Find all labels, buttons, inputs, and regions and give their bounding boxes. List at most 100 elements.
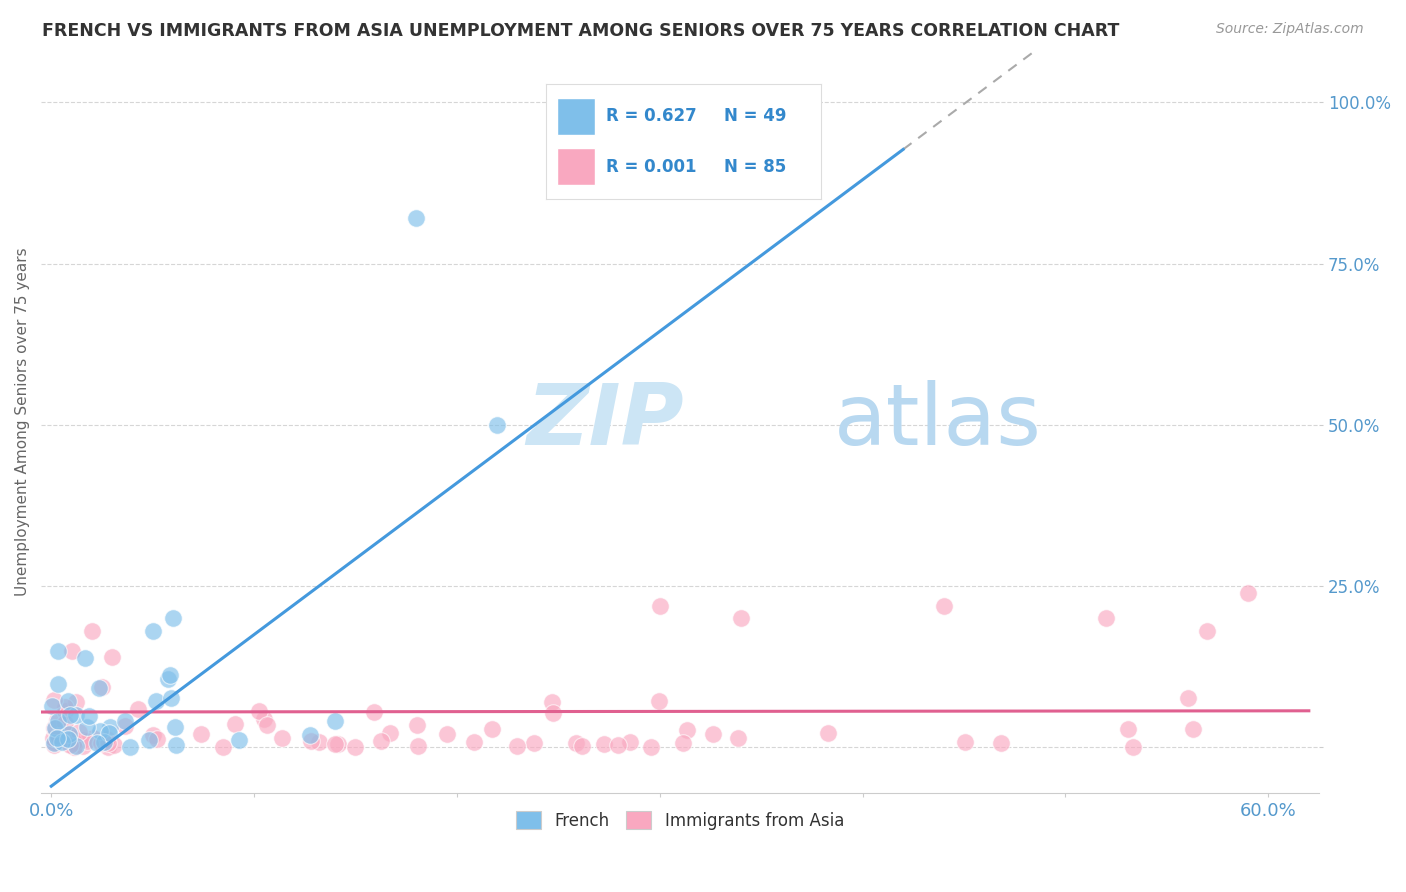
Point bbox=[145, 732, 167, 747]
Point bbox=[103, 738, 125, 752]
Point bbox=[73, 651, 96, 665]
Point bbox=[42, 693, 65, 707]
Point bbox=[299, 728, 322, 742]
Point bbox=[648, 694, 671, 708]
Point bbox=[59, 707, 82, 722]
Point bbox=[648, 102, 671, 116]
Point bbox=[481, 722, 503, 736]
Point bbox=[90, 736, 112, 750]
Point bbox=[405, 211, 427, 226]
Point bbox=[406, 739, 429, 754]
Point bbox=[56, 723, 79, 738]
Point bbox=[1197, 624, 1219, 639]
Point bbox=[80, 624, 103, 639]
Point bbox=[58, 727, 80, 741]
Point bbox=[55, 704, 77, 718]
Point bbox=[228, 732, 250, 747]
Point bbox=[463, 735, 485, 749]
Point bbox=[571, 739, 593, 753]
Point bbox=[86, 736, 108, 750]
Point bbox=[127, 702, 149, 716]
Point bbox=[65, 695, 87, 709]
Point bbox=[1182, 723, 1205, 737]
Point bbox=[42, 731, 65, 746]
Point bbox=[159, 668, 181, 682]
Point bbox=[60, 731, 83, 745]
Point bbox=[97, 726, 120, 740]
Point bbox=[63, 739, 86, 754]
Point bbox=[323, 714, 346, 728]
Point bbox=[370, 734, 392, 748]
Point bbox=[588, 95, 610, 110]
Point bbox=[160, 691, 183, 706]
Point bbox=[51, 733, 73, 747]
Point bbox=[48, 644, 70, 658]
Text: FRENCH VS IMMIGRANTS FROM ASIA UNEMPLOYMENT AMONG SENIORS OVER 75 YEARS CORRELAT: FRENCH VS IMMIGRANTS FROM ASIA UNEMPLOYM… bbox=[42, 22, 1119, 40]
Point bbox=[323, 737, 346, 751]
Point bbox=[1177, 690, 1199, 705]
Point bbox=[212, 739, 235, 754]
Point bbox=[72, 732, 94, 747]
Point bbox=[308, 735, 330, 749]
Point bbox=[48, 714, 70, 729]
Point bbox=[1122, 740, 1144, 755]
Point bbox=[42, 738, 65, 752]
Point bbox=[100, 720, 122, 734]
Point bbox=[42, 736, 65, 750]
Point bbox=[41, 698, 63, 713]
Point bbox=[730, 611, 752, 625]
Point bbox=[44, 735, 66, 749]
Y-axis label: Unemployment Among Seniors over 75 years: Unemployment Among Seniors over 75 years bbox=[15, 247, 30, 596]
Point bbox=[96, 731, 118, 746]
Point bbox=[65, 739, 87, 754]
Point bbox=[93, 734, 115, 748]
Point bbox=[619, 735, 641, 749]
Text: atlas: atlas bbox=[834, 380, 1042, 463]
Point bbox=[56, 693, 79, 707]
Point bbox=[953, 735, 976, 749]
Point bbox=[343, 740, 366, 755]
Point bbox=[157, 673, 180, 687]
Point bbox=[256, 718, 278, 732]
Point bbox=[65, 708, 87, 723]
Point bbox=[436, 727, 458, 741]
Point bbox=[44, 721, 66, 735]
Point bbox=[405, 718, 427, 732]
Point bbox=[97, 736, 120, 750]
Point bbox=[53, 700, 76, 714]
Point bbox=[114, 714, 136, 728]
Legend: French, Immigrants from Asia: French, Immigrants from Asia bbox=[509, 805, 851, 837]
Point bbox=[142, 624, 165, 639]
Point bbox=[46, 713, 69, 727]
Point bbox=[1095, 611, 1118, 625]
Point bbox=[82, 731, 104, 745]
Point bbox=[224, 716, 246, 731]
Point bbox=[648, 599, 671, 613]
Point bbox=[91, 680, 114, 694]
Point bbox=[299, 733, 322, 747]
Point bbox=[145, 694, 167, 708]
Point bbox=[702, 727, 724, 741]
Point bbox=[62, 734, 84, 748]
Point bbox=[1237, 585, 1260, 599]
Point bbox=[101, 650, 124, 665]
Point bbox=[114, 719, 136, 733]
Point bbox=[76, 734, 98, 748]
Point bbox=[328, 737, 350, 751]
Point bbox=[271, 731, 294, 746]
Point bbox=[990, 736, 1012, 750]
Point bbox=[162, 611, 184, 625]
Point bbox=[592, 737, 614, 751]
Point bbox=[77, 709, 100, 723]
Point bbox=[53, 715, 76, 730]
Point bbox=[138, 733, 160, 747]
Point bbox=[89, 724, 111, 739]
Point bbox=[72, 739, 94, 753]
Point bbox=[541, 706, 564, 720]
Point bbox=[165, 720, 187, 734]
Point bbox=[142, 728, 165, 742]
Point bbox=[672, 736, 695, 750]
Point bbox=[640, 739, 662, 754]
Point bbox=[486, 417, 509, 432]
Text: ZIP: ZIP bbox=[527, 380, 685, 463]
